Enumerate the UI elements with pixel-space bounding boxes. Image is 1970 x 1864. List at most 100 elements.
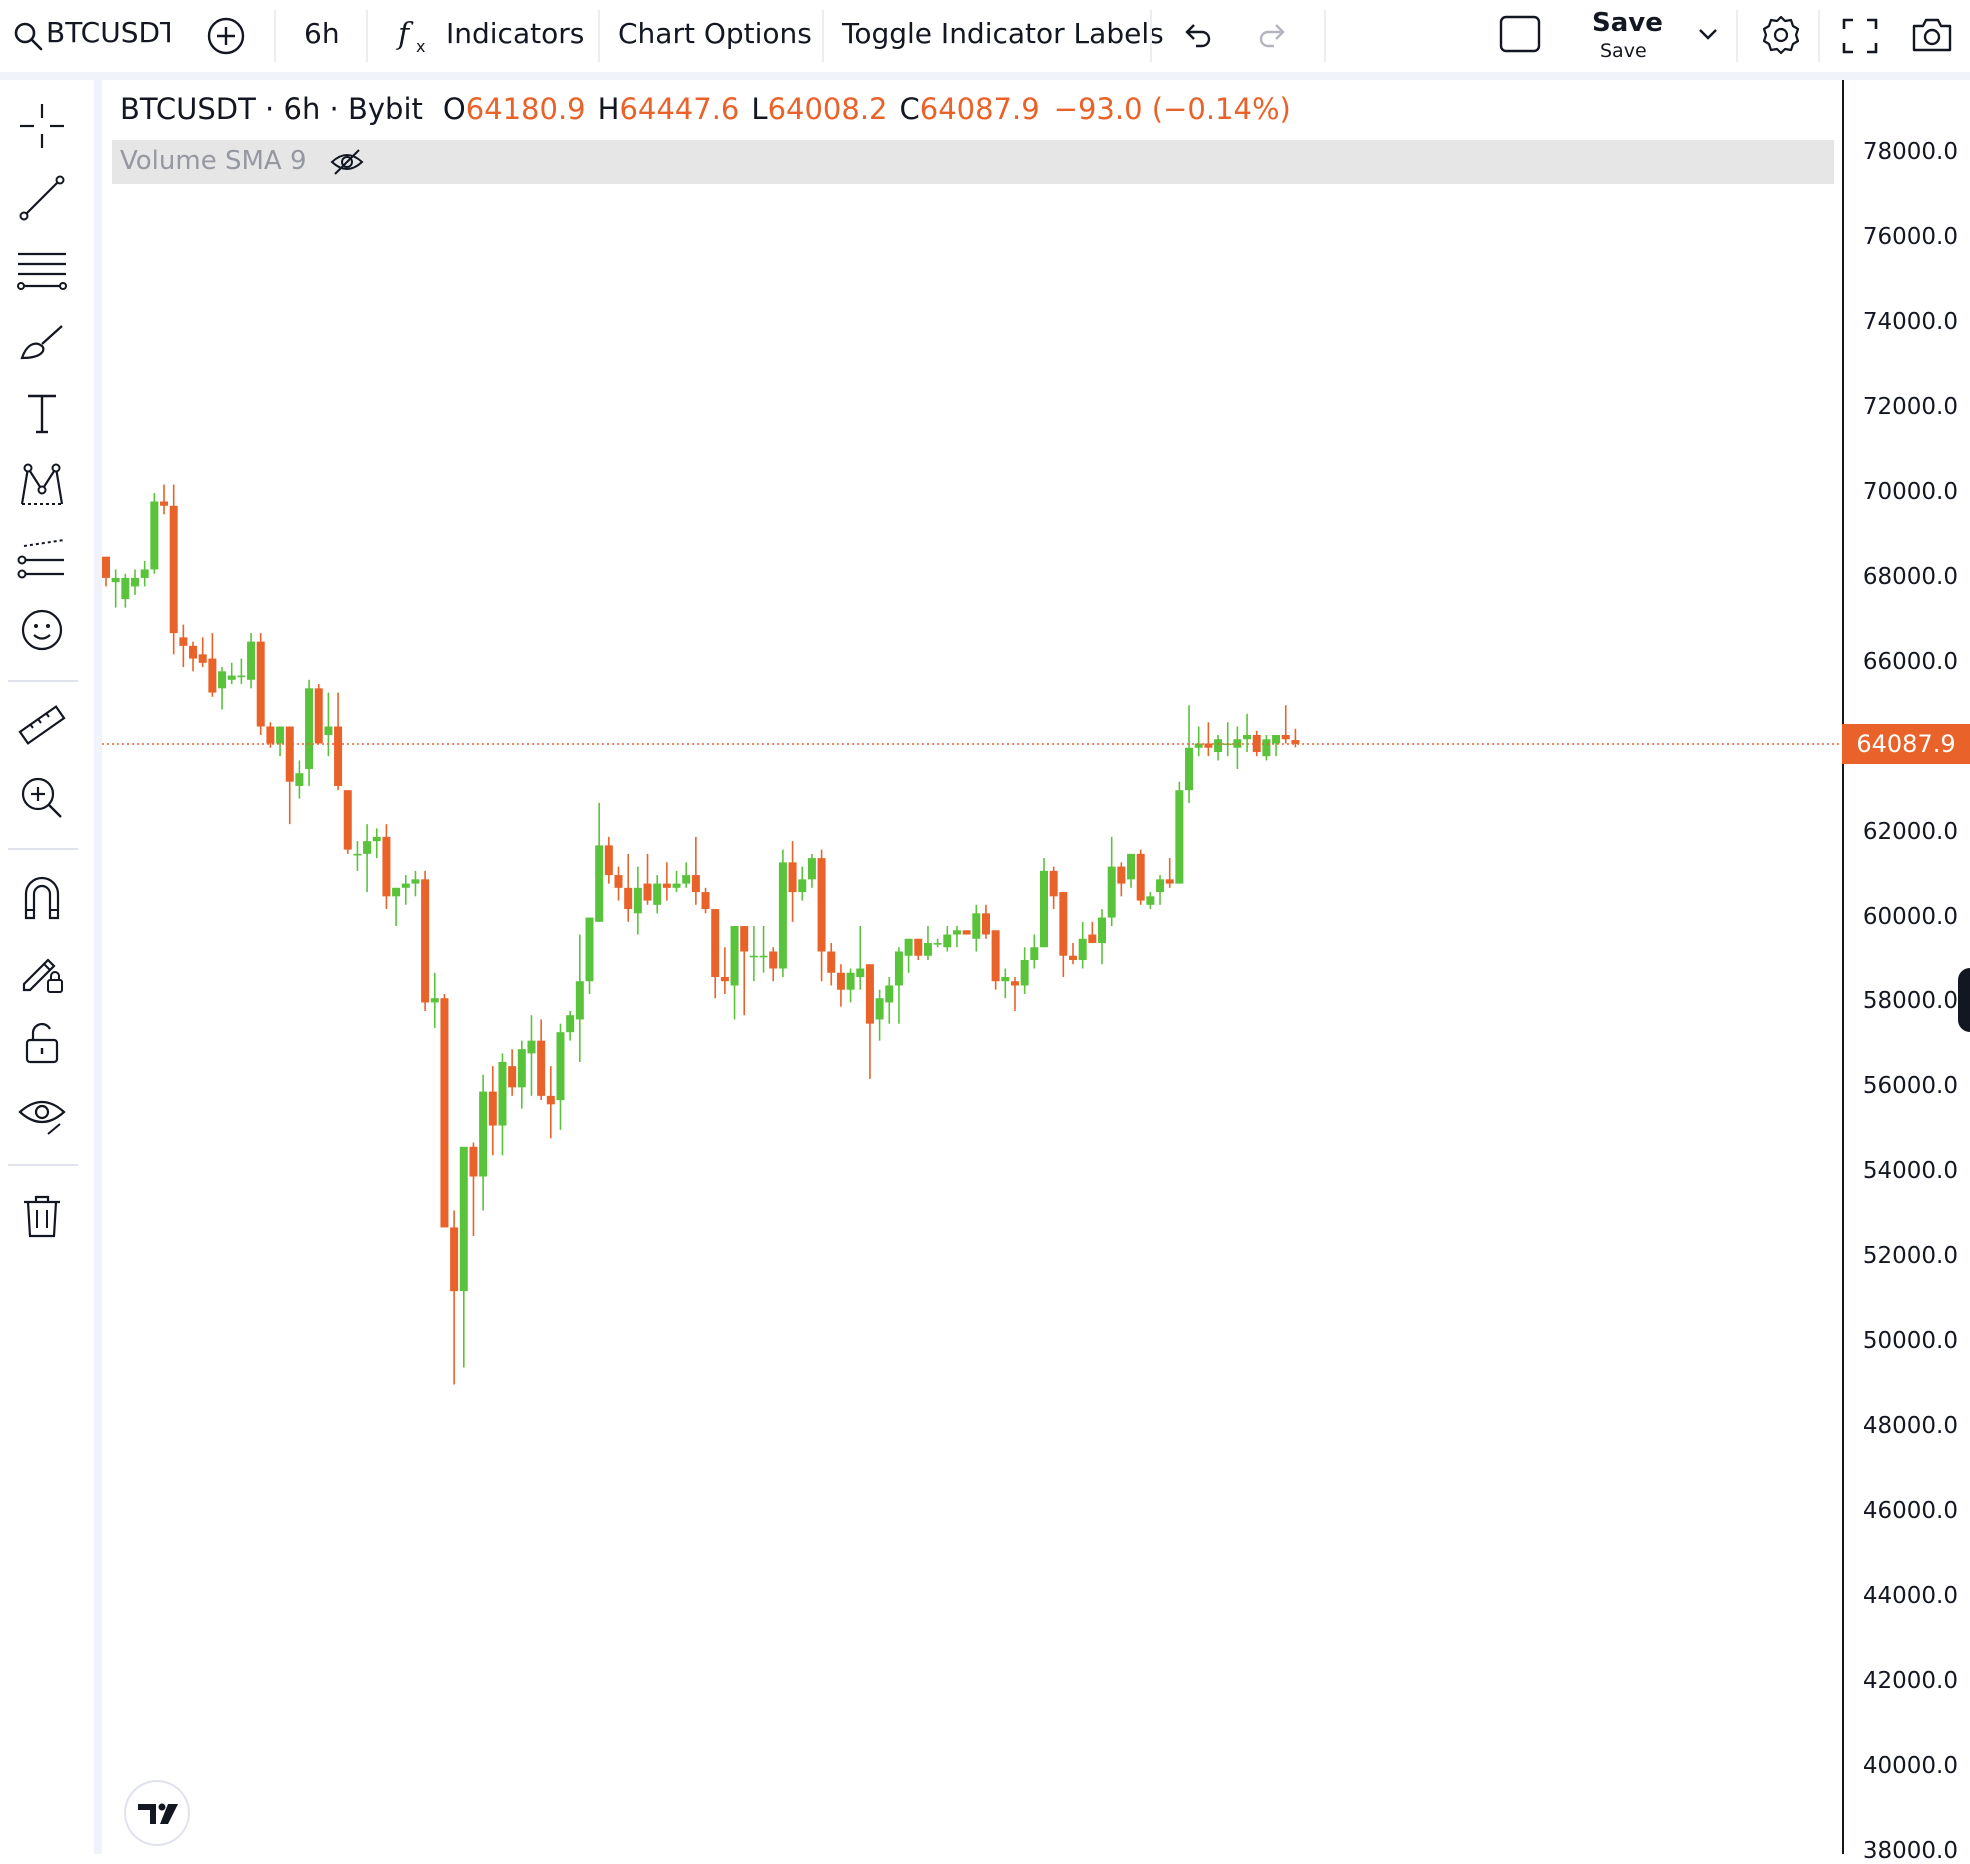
candle-body: [807, 858, 816, 880]
trash-icon[interactable]: [16, 1190, 68, 1242]
candle: [1127, 853, 1136, 888]
candle-body: [856, 968, 865, 977]
tradingview-logo[interactable]: [126, 1782, 188, 1844]
candle: [1214, 735, 1223, 761]
candle-body: [1185, 747, 1194, 791]
candle-body: [1204, 743, 1213, 748]
candle-body: [479, 1091, 488, 1177]
eye-off-icon[interactable]: [329, 148, 365, 176]
brush-icon[interactable]: [16, 316, 68, 368]
candle: [1078, 921, 1087, 969]
undo-icon[interactable]: [1180, 18, 1214, 52]
price-axis-tick: 78000.0: [1862, 139, 1958, 166]
candle: [972, 904, 981, 952]
candle-body: [595, 845, 604, 922]
redo-icon[interactable]: [1256, 18, 1290, 52]
candle: [1165, 858, 1174, 888]
candle-body: [585, 917, 594, 982]
candle: [1281, 705, 1290, 744]
price-axis-tick: 42000.0: [1862, 1667, 1958, 1694]
candle: [382, 824, 391, 910]
trend-line-icon[interactable]: [16, 172, 68, 224]
search-icon[interactable]: [12, 20, 44, 52]
candle: [720, 947, 729, 994]
toolbar-divider: [822, 10, 824, 62]
layout-icon[interactable]: [1498, 14, 1542, 54]
candle: [1107, 836, 1116, 927]
candle-body: [1194, 743, 1203, 748]
price-axis-tick: 72000.0: [1862, 394, 1958, 421]
candle: [1252, 730, 1261, 757]
candle-body: [827, 951, 836, 973]
candle: [1030, 934, 1039, 969]
crosshair-icon[interactable]: [16, 100, 68, 152]
text-icon[interactable]: [16, 388, 68, 440]
symbol-search-input[interactable]: BTCUSDT: [46, 16, 170, 49]
fx-icon[interactable]: f x: [396, 14, 436, 56]
fib-lines-icon[interactable]: [16, 244, 68, 296]
candle: [1146, 892, 1155, 910]
emoji-icon[interactable]: [16, 604, 68, 656]
forecast-icon[interactable]: [16, 532, 68, 584]
gear-icon[interactable]: [1760, 14, 1802, 56]
candle: [865, 964, 874, 1079]
unlock-icon[interactable]: [16, 1016, 68, 1068]
candle-body: [1272, 735, 1281, 744]
add-symbol-icon[interactable]: [206, 16, 246, 56]
chart-pane[interactable]: [102, 80, 1842, 1854]
candle: [392, 887, 401, 927]
candle: [981, 904, 990, 939]
eye-icon[interactable]: [16, 1088, 68, 1140]
candle-body: [991, 930, 1000, 982]
toolbar-border: [0, 72, 1970, 80]
candle: [372, 828, 381, 859]
price-axis[interactable]: 78000.0 76000.0 74000.0 72000.0 70000.0 68000…: [1842, 80, 1970, 1864]
camera-icon[interactable]: [1910, 14, 1954, 56]
candle-body: [1049, 870, 1058, 897]
candle: [788, 841, 797, 922]
candle: [160, 484, 169, 515]
pattern-icon[interactable]: [16, 460, 68, 512]
candle-body: [788, 862, 797, 893]
candle: [324, 692, 333, 757]
price-axis-tick: 40000.0: [1862, 1752, 1958, 1779]
candle: [875, 989, 884, 1041]
price-axis-tick: 76000.0: [1862, 224, 1958, 251]
drawing-toolbar: [0, 80, 94, 1854]
candle: [682, 862, 691, 888]
toolbar-border: [94, 80, 102, 1854]
candle: [662, 862, 671, 901]
legend-title[interactable]: BTCUSDT · 6h · Bybit: [120, 92, 423, 126]
candle-body: [527, 1040, 536, 1054]
save-button[interactable]: Save: [1592, 8, 1663, 38]
candle: [111, 569, 120, 608]
candle-body: [566, 1015, 575, 1033]
magnet-icon[interactable]: [16, 872, 68, 924]
interval-button[interactable]: 6h: [304, 17, 340, 50]
candle-body: [421, 879, 430, 1003]
tradingview-logo-icon: [138, 1803, 178, 1824]
indicators-button[interactable]: Indicators: [446, 17, 585, 50]
price-axis-tick: 48000.0: [1862, 1412, 1958, 1439]
chart-options-button[interactable]: Chart Options: [618, 17, 812, 50]
zoom-in-icon[interactable]: [16, 772, 68, 824]
candle-body: [189, 645, 198, 659]
legend-high-value: 64447.6: [619, 92, 740, 126]
chevron-down-icon[interactable]: [1696, 24, 1720, 44]
candle-body: [1088, 934, 1097, 944]
candle-body: [575, 981, 584, 1020]
volume-indicator-label[interactable]: Volume SMA 9: [120, 146, 365, 176]
candle-body: [411, 879, 420, 884]
lock-drawing-icon[interactable]: [16, 944, 68, 996]
candle-body: [817, 858, 826, 952]
toggle-indicator-labels-button[interactable]: Toggle Indicator Labels: [842, 17, 1164, 50]
candle-body: [305, 688, 314, 769]
panel-toggle-handle[interactable]: [1958, 968, 1970, 1032]
ruler-icon[interactable]: [16, 700, 68, 752]
candle: [1001, 968, 1010, 999]
fullscreen-icon[interactable]: [1840, 16, 1880, 56]
candle-body: [914, 938, 923, 956]
price-axis-tick: 38000.0: [1862, 1837, 1958, 1864]
save-sublabel: Save: [1600, 40, 1647, 62]
price-axis-tick: 70000.0: [1862, 479, 1958, 506]
